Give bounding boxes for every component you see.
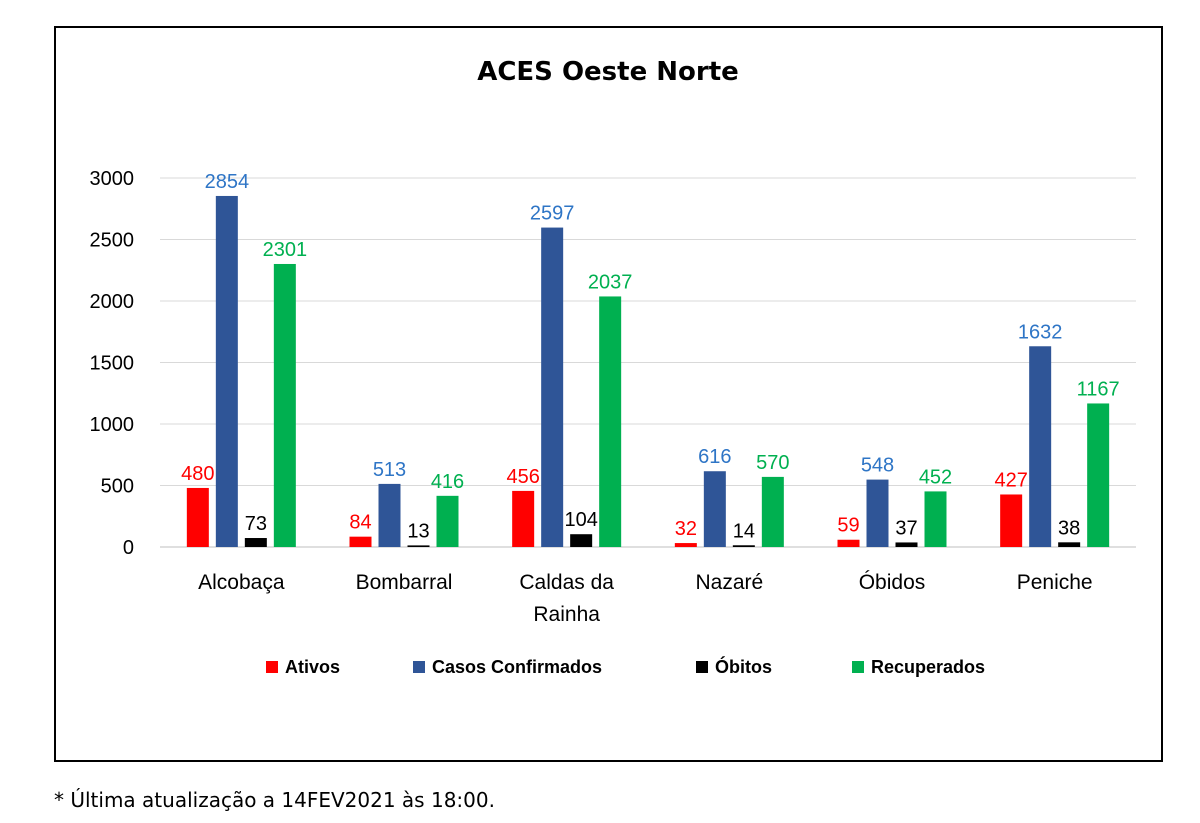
x-tick-label: Alcobaça — [198, 571, 285, 594]
data-label: 84 — [349, 512, 371, 534]
bar-recuperados — [273, 263, 296, 547]
data-label: 513 — [373, 459, 406, 481]
data-label: 104 — [564, 509, 597, 531]
data-label: 2597 — [530, 203, 575, 225]
bar-ativos — [674, 543, 697, 547]
y-tick-label: 2500 — [90, 230, 135, 252]
bar-recuperados — [924, 491, 947, 547]
data-label: 1167 — [1077, 378, 1120, 400]
data-label: 2854 — [205, 171, 250, 193]
x-tick-label: Nazaré — [695, 571, 763, 594]
bar-recuperados — [599, 296, 622, 547]
legend-swatch — [696, 661, 708, 673]
y-tick-label: 500 — [101, 476, 134, 498]
bar-recuperados — [761, 476, 784, 547]
x-tick-label: Peniche — [1017, 571, 1093, 594]
data-label: 456 — [506, 466, 539, 488]
bar-óbitos — [570, 534, 593, 547]
data-label: 32 — [675, 518, 697, 540]
data-label: 427 — [994, 469, 1027, 491]
chart-title: ACES Oeste Norte — [477, 57, 739, 87]
data-label: 480 — [181, 463, 214, 485]
data-label: 37 — [895, 517, 917, 539]
data-label: 14 — [733, 520, 755, 542]
bar-óbitos — [895, 542, 918, 547]
chart-frame: ACES Oeste Norte 0 500 1000 1500 2000 2500 300… — [54, 26, 1163, 762]
y-tick-label: 0 — [123, 537, 134, 559]
data-label: 2037 — [588, 271, 633, 293]
data-label: 13 — [407, 520, 429, 542]
x-tick-label: Óbidos — [859, 571, 926, 594]
legend-swatch — [413, 661, 425, 673]
data-label: 570 — [756, 452, 789, 474]
x-tick-label: Bombarral — [356, 571, 453, 594]
bar-casos-confirmados — [215, 195, 238, 547]
legend-label: Casos Confirmados — [432, 657, 602, 677]
bar-chart: ACES Oeste Norte 0 500 1000 1500 2000 2500 300… — [90, 57, 1136, 677]
x-tick-label: Caldas da — [519, 571, 614, 594]
data-label: 548 — [861, 455, 894, 477]
data-label: 73 — [245, 513, 267, 535]
bar-casos-confirmados — [541, 227, 564, 547]
bar-óbitos — [407, 545, 430, 547]
bar-casos-confirmados — [378, 483, 401, 547]
bar-óbitos — [244, 538, 267, 547]
data-label: 2301 — [263, 239, 308, 261]
y-tick-label: 1000 — [90, 414, 135, 436]
bar-casos-confirmados — [866, 479, 889, 547]
bar-casos-confirmados — [1029, 346, 1052, 547]
bar-óbitos — [732, 545, 755, 547]
legend-swatch — [266, 661, 278, 673]
bar-óbitos — [1058, 542, 1081, 547]
y-tick-label: 2000 — [90, 291, 135, 313]
data-label: 38 — [1058, 517, 1080, 539]
y-tick-label: 3000 — [90, 168, 135, 190]
legend-swatch — [852, 661, 864, 673]
y-tick-label: 1500 — [90, 353, 135, 375]
data-label: 616 — [698, 446, 731, 468]
bar-ativos — [512, 490, 535, 547]
bar-recuperados — [436, 495, 459, 547]
data-label: 452 — [919, 466, 952, 488]
data-label: 1632 — [1018, 321, 1063, 343]
data-label: 416 — [431, 471, 464, 493]
legend-label: Óbitos — [715, 656, 772, 677]
bar-casos-confirmados — [703, 471, 726, 547]
x-tick-label: Rainha — [533, 603, 600, 626]
legend-label: Ativos — [285, 657, 340, 677]
bar-recuperados — [1087, 403, 1110, 547]
footnote: * Última atualização a 14FEV2021 às 18:0… — [54, 788, 495, 812]
bar-ativos — [349, 536, 372, 547]
bar-ativos — [186, 487, 209, 547]
bar-ativos — [837, 539, 860, 547]
data-label: 59 — [837, 515, 859, 537]
legend-label: Recuperados — [871, 657, 985, 677]
bar-ativos — [1000, 494, 1023, 547]
